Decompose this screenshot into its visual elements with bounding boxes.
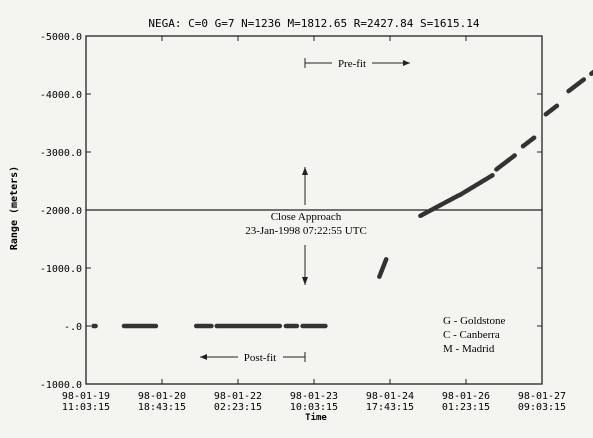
x-tick-time: 10:03:15 <box>290 402 338 413</box>
x-tick-date: 98-01-22 <box>214 391 262 402</box>
legend-entry: M - Madrid <box>443 343 495 355</box>
y-tick-label: -.0 <box>64 322 82 333</box>
arrow-up-icon <box>302 167 308 175</box>
data-streak <box>520 135 537 149</box>
close-approach-time: 23-Jan-1998 07:22:55 UTC <box>245 225 367 237</box>
data-streak <box>566 77 587 94</box>
y-tick-label: -5000.0 <box>40 32 82 43</box>
arrow-left-icon <box>200 354 207 360</box>
x-tick-time: 01:23:15 <box>442 402 490 413</box>
data-streak <box>377 257 389 279</box>
close-approach-annotation: Close Approach 23-Jan-1998 07:22:55 UTC <box>245 167 367 285</box>
x-tick-time: 11:03:15 <box>62 402 110 413</box>
y-tick-label: -1000.0 <box>40 380 82 391</box>
data-streak <box>418 193 461 219</box>
x-tick-time: 09:03:15 <box>518 402 566 413</box>
x-tick-date: 98-01-27 <box>518 391 566 402</box>
y-tick-label: -4000.0 <box>40 90 82 101</box>
y-tick-label: -3000.0 <box>40 148 82 159</box>
x-tick-date: 98-01-26 <box>442 391 490 402</box>
legend-entry: C - Canberra <box>443 329 500 341</box>
pre-fit-label: Pre-fit <box>338 58 366 70</box>
x-tick-time: 02:23:15 <box>214 402 262 413</box>
data-marks <box>91 69 593 329</box>
x-axis-label: Time <box>305 412 327 423</box>
pre-fit-annotation: Pre-fit <box>304 58 410 70</box>
y-tick-label: -2000.0 <box>40 206 82 217</box>
y-tick-label: -1000.0 <box>40 264 82 275</box>
x-tick-time: 18:43:15 <box>138 402 186 413</box>
y-axis-ticks: -1000.0 -.0 -1000.0 -2000.0 -3000.0 -4000.0 -5… <box>40 32 542 391</box>
chart-header: NEGA: C=0 G=7 N=1236 M=1812.65 R=2427.84… <box>148 17 480 30</box>
x-tick-date: 98-01-20 <box>138 391 186 402</box>
legend-entry: G - Goldstone <box>443 315 505 327</box>
post-fit-annotation: Post-fit <box>200 352 306 364</box>
x-tick-date: 98-01-19 <box>62 391 110 402</box>
y-axis-label: Range (meters) <box>9 166 20 250</box>
x-tick-time: 17:43:15 <box>366 402 414 413</box>
x-tick-date: 98-01-24 <box>366 391 414 402</box>
data-streak <box>457 172 495 198</box>
data-streak <box>543 103 560 117</box>
x-tick-date: 98-01-23 <box>290 391 338 402</box>
arrow-right-icon <box>403 60 410 66</box>
legend: G - Goldstone C - Canberra M - Madrid <box>443 315 505 355</box>
arrow-down-icon <box>302 277 308 285</box>
close-approach-title: Close Approach <box>271 211 342 223</box>
post-fit-label: Post-fit <box>244 352 276 364</box>
data-streak <box>494 152 518 172</box>
